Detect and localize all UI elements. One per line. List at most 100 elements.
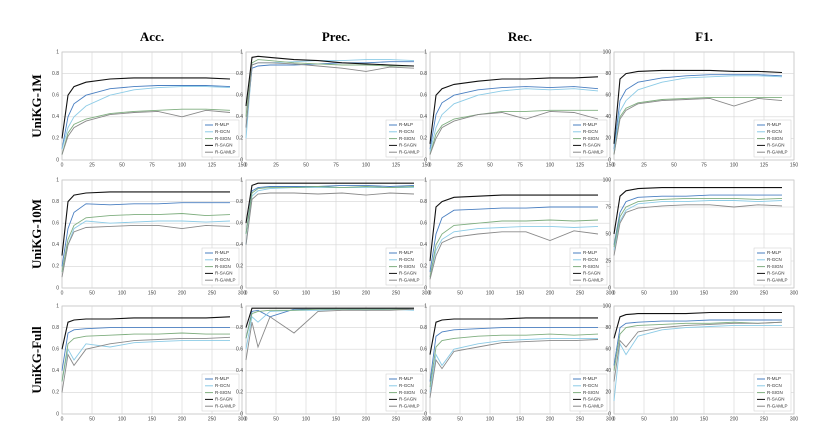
- legend-label: R-SAGN: [767, 271, 785, 276]
- y-tick-label: 0.4: [420, 368, 427, 374]
- series-line: [61, 85, 231, 150]
- y-tick-label: 0.6: [420, 93, 427, 99]
- series-line: [613, 321, 783, 382]
- x-tick-label: 0: [61, 290, 64, 296]
- y-tick-label: 0: [56, 411, 59, 417]
- x-tick-label: 100: [118, 416, 127, 422]
- y-tick-label: 0: [240, 157, 243, 163]
- x-tick-label: 150: [332, 416, 341, 422]
- legend-label: R-GCN: [215, 383, 230, 388]
- x-tick-label: 200: [546, 416, 555, 422]
- x-tick-label: 0: [245, 416, 248, 422]
- legend-label: R-MLP: [215, 376, 229, 381]
- y-tick-label: 0.6: [420, 347, 427, 353]
- x-tick-label: 200: [362, 290, 371, 296]
- series-line: [61, 336, 231, 393]
- legend-label: R-MLP: [767, 122, 781, 127]
- series-line: [613, 96, 782, 155]
- legend-label: R-GAMLP: [399, 149, 420, 154]
- x-tick-label: 200: [730, 416, 739, 422]
- x-tick-label: 100: [118, 290, 127, 296]
- legend-label: R-MLP: [399, 250, 413, 255]
- legend-label: R-SIGN: [215, 264, 231, 269]
- x-tick-label: 150: [332, 290, 341, 296]
- series-line: [613, 187, 782, 235]
- x-tick-label: 0: [429, 416, 432, 422]
- y-tick-label: 0.6: [420, 221, 427, 227]
- y-tick-label: 0: [56, 285, 59, 291]
- legend-label: R-SAGN: [215, 143, 233, 148]
- series-line: [61, 213, 231, 272]
- series-line: [429, 333, 599, 388]
- legend-label: R-GCN: [583, 257, 598, 262]
- legend-label: R-SAGN: [399, 271, 417, 276]
- legend-label: R-SIGN: [583, 136, 599, 141]
- legend-label: R-GAMLP: [215, 277, 236, 282]
- x-tick-label: 50: [457, 290, 463, 296]
- y-tick-label: 0.2: [420, 264, 427, 270]
- legend-label: R-MLP: [767, 376, 781, 381]
- x-tick-label: 250: [392, 290, 401, 296]
- y-tick-label: 0.6: [52, 221, 59, 227]
- legend-label: R-SAGN: [767, 143, 785, 148]
- x-tick-label: 250: [208, 290, 217, 296]
- legend-label: R-SAGN: [767, 397, 785, 402]
- x-tick-label: 125: [392, 162, 401, 168]
- legend-label: R-GCN: [399, 129, 414, 134]
- y-tick-label: 1: [56, 49, 59, 55]
- x-tick-label: 250: [760, 290, 769, 296]
- column-header: Rec.: [508, 29, 532, 44]
- x-tick-label: 250: [760, 416, 769, 422]
- x-tick-label: 50: [671, 162, 677, 168]
- x-tick-label: 25: [273, 162, 279, 168]
- y-tick-label: 0: [608, 157, 611, 163]
- legend-label: R-GAMLP: [583, 403, 604, 408]
- series-line: [613, 319, 782, 366]
- legend-label: R-MLP: [583, 122, 597, 127]
- legend-label: R-MLP: [583, 250, 597, 255]
- x-tick-label: 250: [576, 290, 585, 296]
- y-tick-label: 1: [56, 177, 59, 183]
- x-tick-label: 250: [576, 416, 585, 422]
- y-tick-label: 75: [605, 204, 611, 210]
- series-line: [613, 311, 782, 339]
- series-line: [245, 55, 415, 107]
- series-line: [613, 194, 782, 245]
- legend-label: R-MLP: [215, 250, 229, 255]
- y-tick-label: 0.8: [420, 199, 427, 205]
- series-line: [613, 74, 783, 150]
- x-tick-label: 0: [613, 416, 616, 422]
- series-line: [429, 88, 599, 152]
- y-tick-label: 0: [56, 157, 59, 163]
- series-line: [61, 224, 231, 278]
- y-tick-label: 1: [424, 177, 427, 183]
- y-tick-label: 0.4: [236, 114, 243, 120]
- series-line: [613, 69, 783, 144]
- y-tick-label: 80: [605, 325, 611, 331]
- x-tick-label: 300: [422, 290, 431, 296]
- x-tick-label: 100: [178, 162, 187, 168]
- series-line: [429, 339, 599, 398]
- series-line: [613, 321, 783, 371]
- y-tick-label: 0.2: [420, 390, 427, 396]
- legend-label: R-SAGN: [583, 271, 601, 276]
- x-tick-label: 75: [701, 162, 707, 168]
- x-tick-label: 100: [546, 162, 555, 168]
- x-tick-label: 0: [61, 162, 64, 168]
- legend-label: R-GCN: [583, 129, 598, 134]
- series-line: [61, 108, 231, 155]
- x-tick-label: 50: [457, 416, 463, 422]
- x-tick-label: 0: [613, 162, 616, 168]
- legend-label: R-GCN: [399, 383, 414, 388]
- x-tick-label: 300: [606, 290, 615, 296]
- legend-label: R-GAMLP: [767, 277, 788, 282]
- x-tick-label: 75: [149, 162, 155, 168]
- series-line: [429, 206, 598, 272]
- y-tick-label: 0.8: [236, 199, 243, 205]
- x-tick-label: 100: [302, 290, 311, 296]
- legend-label: R-SIGN: [767, 264, 783, 269]
- y-tick-label: 0: [608, 411, 611, 417]
- y-tick-label: 0.6: [52, 93, 59, 99]
- y-tick-label: 0.2: [236, 264, 243, 270]
- y-tick-label: 0.2: [52, 264, 59, 270]
